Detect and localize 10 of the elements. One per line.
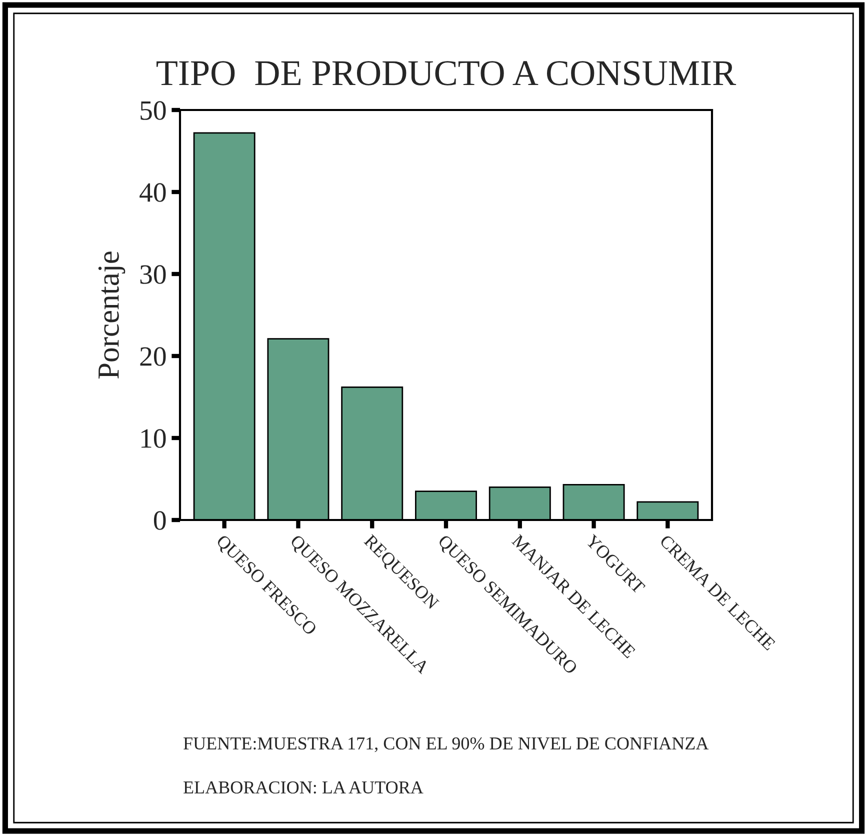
y-tick-label: 0 (154, 511, 166, 530)
text: ELABORACION: LA AUTORA (184, 781, 424, 794)
y-axis-title: Porcentaje (98, 252, 126, 379)
y-tick-label: 20 (140, 347, 166, 366)
y-tick-label: 40 (140, 183, 166, 202)
y-tick-label: 50 (140, 101, 166, 120)
y-tick-label: 10 (141, 429, 166, 448)
source-note: FUENTE:MUESTRA 171, CON EL 90% DE NIVEL DE CONFIANZA (184, 737, 709, 752)
y-tick-label: 30 (140, 265, 166, 284)
chart-title: TIPO DE PRODUCTO A CONSUMIR (156, 61, 736, 86)
